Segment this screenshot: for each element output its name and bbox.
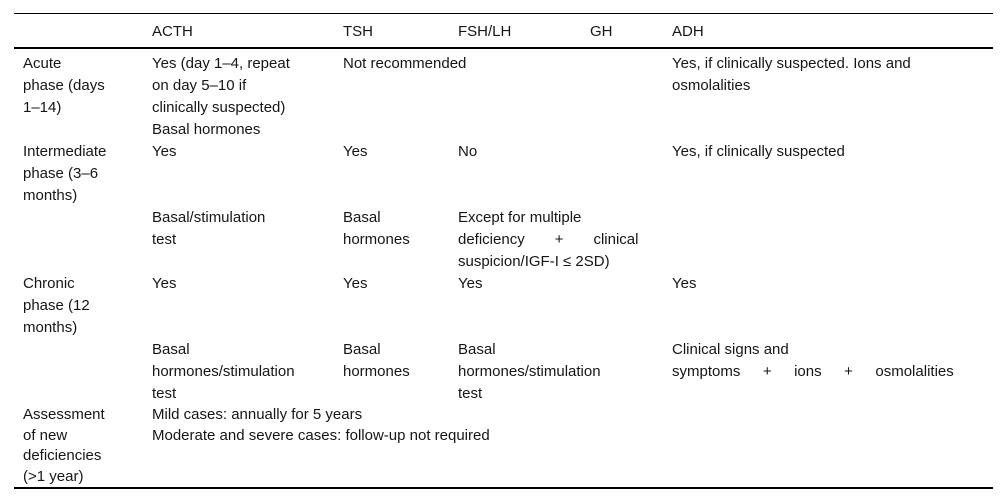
row-acute-phase: Acute phase (days 1–14) Yes (day 1–4, re…: [14, 48, 993, 141]
cell-acute-tsh-fsh-gh: Not recommended: [343, 48, 668, 141]
chronic-acth-recommendation: Yes: [152, 275, 177, 292]
row-label-acute-phase: Acute phase (days 1–14): [14, 48, 152, 141]
row-intermediate-phase: Intermediate phase (3–6 months) Yes Basa…: [14, 141, 993, 273]
cell-intermediate-tsh: Yes Basal hormones: [343, 141, 458, 273]
assessment-label: Assessment of new deficiencies (>1 year): [23, 406, 105, 485]
row-label-chronic-phase: Chronic phase (12 months): [14, 273, 152, 405]
chronic-adh-test: Clinical signs and symptoms + ions + osm…: [672, 341, 954, 380]
intermediate-acth-test: Basal/stimulation test: [152, 209, 266, 248]
row-assessment-new-deficiencies: Assessment of new deficiencies (>1 year)…: [14, 405, 993, 488]
cell-acute-acth: Yes (day 1–4, repeat on day 5–10 if clin…: [152, 48, 343, 141]
cell-chronic-tsh: Yes Basal hormones: [343, 273, 458, 405]
row-label-intermediate-phase: Intermediate phase (3–6 months): [14, 141, 152, 273]
cell-intermediate-acth: Yes Basal/stimulation test: [152, 141, 343, 273]
intermediate-acth-recommendation: Yes: [152, 143, 177, 160]
column-header-blank: [14, 13, 152, 49]
intermediate-fsh-lh-test: Except for multiple deficiency + clinica…: [458, 209, 639, 270]
cell-chronic-acth: Yes Basal hormones/stimulation test: [152, 273, 343, 405]
cell-chronic-adh: Yes Clinical signs and symptoms + ions +…: [668, 273, 993, 405]
chronic-fsh-lh-recommendation: Yes: [458, 275, 483, 292]
intermediate-fsh-lh-recommendation: No: [458, 143, 478, 160]
intermediate-phase-label: Intermediate phase (3–6 months): [23, 143, 107, 204]
chronic-adh-recommendation: Yes: [672, 275, 697, 292]
acute-adh-recommendation: Yes, if clinically suspected. Ions and o…: [672, 55, 911, 94]
pituitary-followup-table: ACTH TSH FSH/LH GH ADH Acute phase (days…: [14, 13, 993, 489]
acute-phase-label: Acute phase (days 1–14): [23, 55, 105, 116]
chronic-tsh-test: Basal hormones: [343, 341, 410, 380]
column-header-fsh-lh: FSH/LH: [458, 13, 590, 49]
row-label-assessment: Assessment of new deficiencies (>1 year): [14, 405, 152, 488]
acute-acth-recommendation: Yes (day 1–4, repeat on day 5–10 if clin…: [152, 55, 290, 116]
acute-acth-test: Basal hormones: [152, 121, 261, 138]
column-header-acth: ACTH: [152, 13, 343, 49]
column-header-tsh: TSH: [343, 13, 458, 49]
cell-intermediate-adh: Yes, if clinically suspected: [668, 141, 993, 273]
cell-intermediate-fsh-lh: No Except for multiple deficiency + clin…: [458, 141, 668, 273]
intermediate-tsh-recommendation: Yes: [343, 143, 368, 160]
intermediate-adh-recommendation: Yes, if clinically suspected: [672, 143, 845, 160]
assessment-mild-cases: Mild cases: annually for 5 years: [152, 406, 363, 423]
cell-acute-adh: Yes, if clinically suspected. Ions and o…: [668, 48, 993, 141]
acute-tsh-fsh-gh-recommendation: Not recommended: [343, 55, 467, 72]
column-header-gh: GH: [590, 13, 668, 49]
chronic-fsh-lh-test: Basal hormones/stimulation test: [458, 341, 601, 402]
cell-chronic-fsh-lh: Yes Basal hormones/stimulation test: [458, 273, 668, 405]
intermediate-tsh-test: Basal hormones: [343, 209, 410, 248]
assessment-moderate-severe-cases: Moderate and severe cases: follow-up not…: [152, 426, 490, 444]
chronic-phase-label: Chronic phase (12 months): [23, 275, 90, 336]
chronic-acth-test: Basal hormones/stimulation test: [152, 341, 295, 402]
chronic-tsh-recommendation: Yes: [343, 275, 368, 292]
header-row: ACTH TSH FSH/LH GH ADH: [14, 13, 993, 49]
column-header-adh: ADH: [668, 13, 993, 49]
cell-assessment-all-columns: Mild cases: annually for 5 years Moderat…: [152, 405, 993, 488]
row-chronic-phase: Chronic phase (12 months) Yes Basal horm…: [14, 273, 993, 405]
